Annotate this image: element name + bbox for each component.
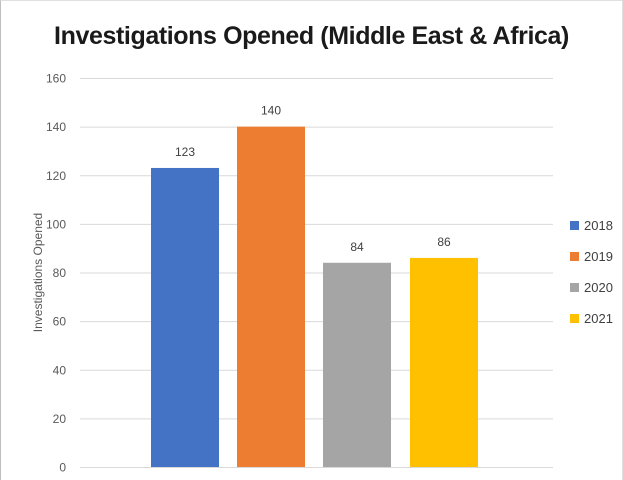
legend-label-2020: 2020 (584, 280, 613, 295)
y-tick-label: 140 (46, 120, 66, 134)
bar-2021 (410, 257, 478, 467)
y-tick-label: 100 (46, 217, 66, 231)
legend-label-2019: 2019 (584, 249, 613, 264)
data-labels: 123 140 84 86 (175, 104, 451, 254)
data-label-2019: 140 (261, 104, 281, 118)
bars (151, 126, 478, 468)
legend-label-2018: 2018 (584, 218, 613, 233)
y-tick-label: 60 (53, 315, 67, 329)
data-label-2018: 123 (175, 145, 195, 159)
bar-2020 (323, 262, 391, 467)
y-tick-label: 20 (53, 412, 67, 426)
legend-swatch-2019 (570, 252, 579, 261)
data-label-2021: 86 (437, 235, 451, 249)
legend: 2018 2019 2020 2021 (570, 218, 613, 326)
legend-label-2021: 2021 (584, 311, 613, 326)
bar-2019 (237, 126, 305, 467)
y-tick-label: 160 (46, 72, 66, 86)
chart-title: Investigations Opened (Middle East & Afr… (54, 22, 569, 50)
y-axis-ticks: 0 20 40 60 80 100 120 140 160 (46, 72, 66, 475)
y-axis-title: Investigations Opened (31, 213, 45, 332)
y-tick-label: 0 (59, 461, 66, 475)
y-tick-label: 80 (53, 266, 67, 280)
gridlines (80, 78, 553, 468)
legend-swatch-2021 (570, 314, 579, 323)
data-label-2020: 84 (350, 240, 364, 254)
legend-swatch-2020 (570, 283, 579, 292)
bar-2018 (151, 167, 219, 468)
y-tick-label: 40 (53, 363, 67, 377)
y-tick-label: 120 (46, 169, 66, 183)
legend-swatch-2018 (570, 221, 579, 230)
